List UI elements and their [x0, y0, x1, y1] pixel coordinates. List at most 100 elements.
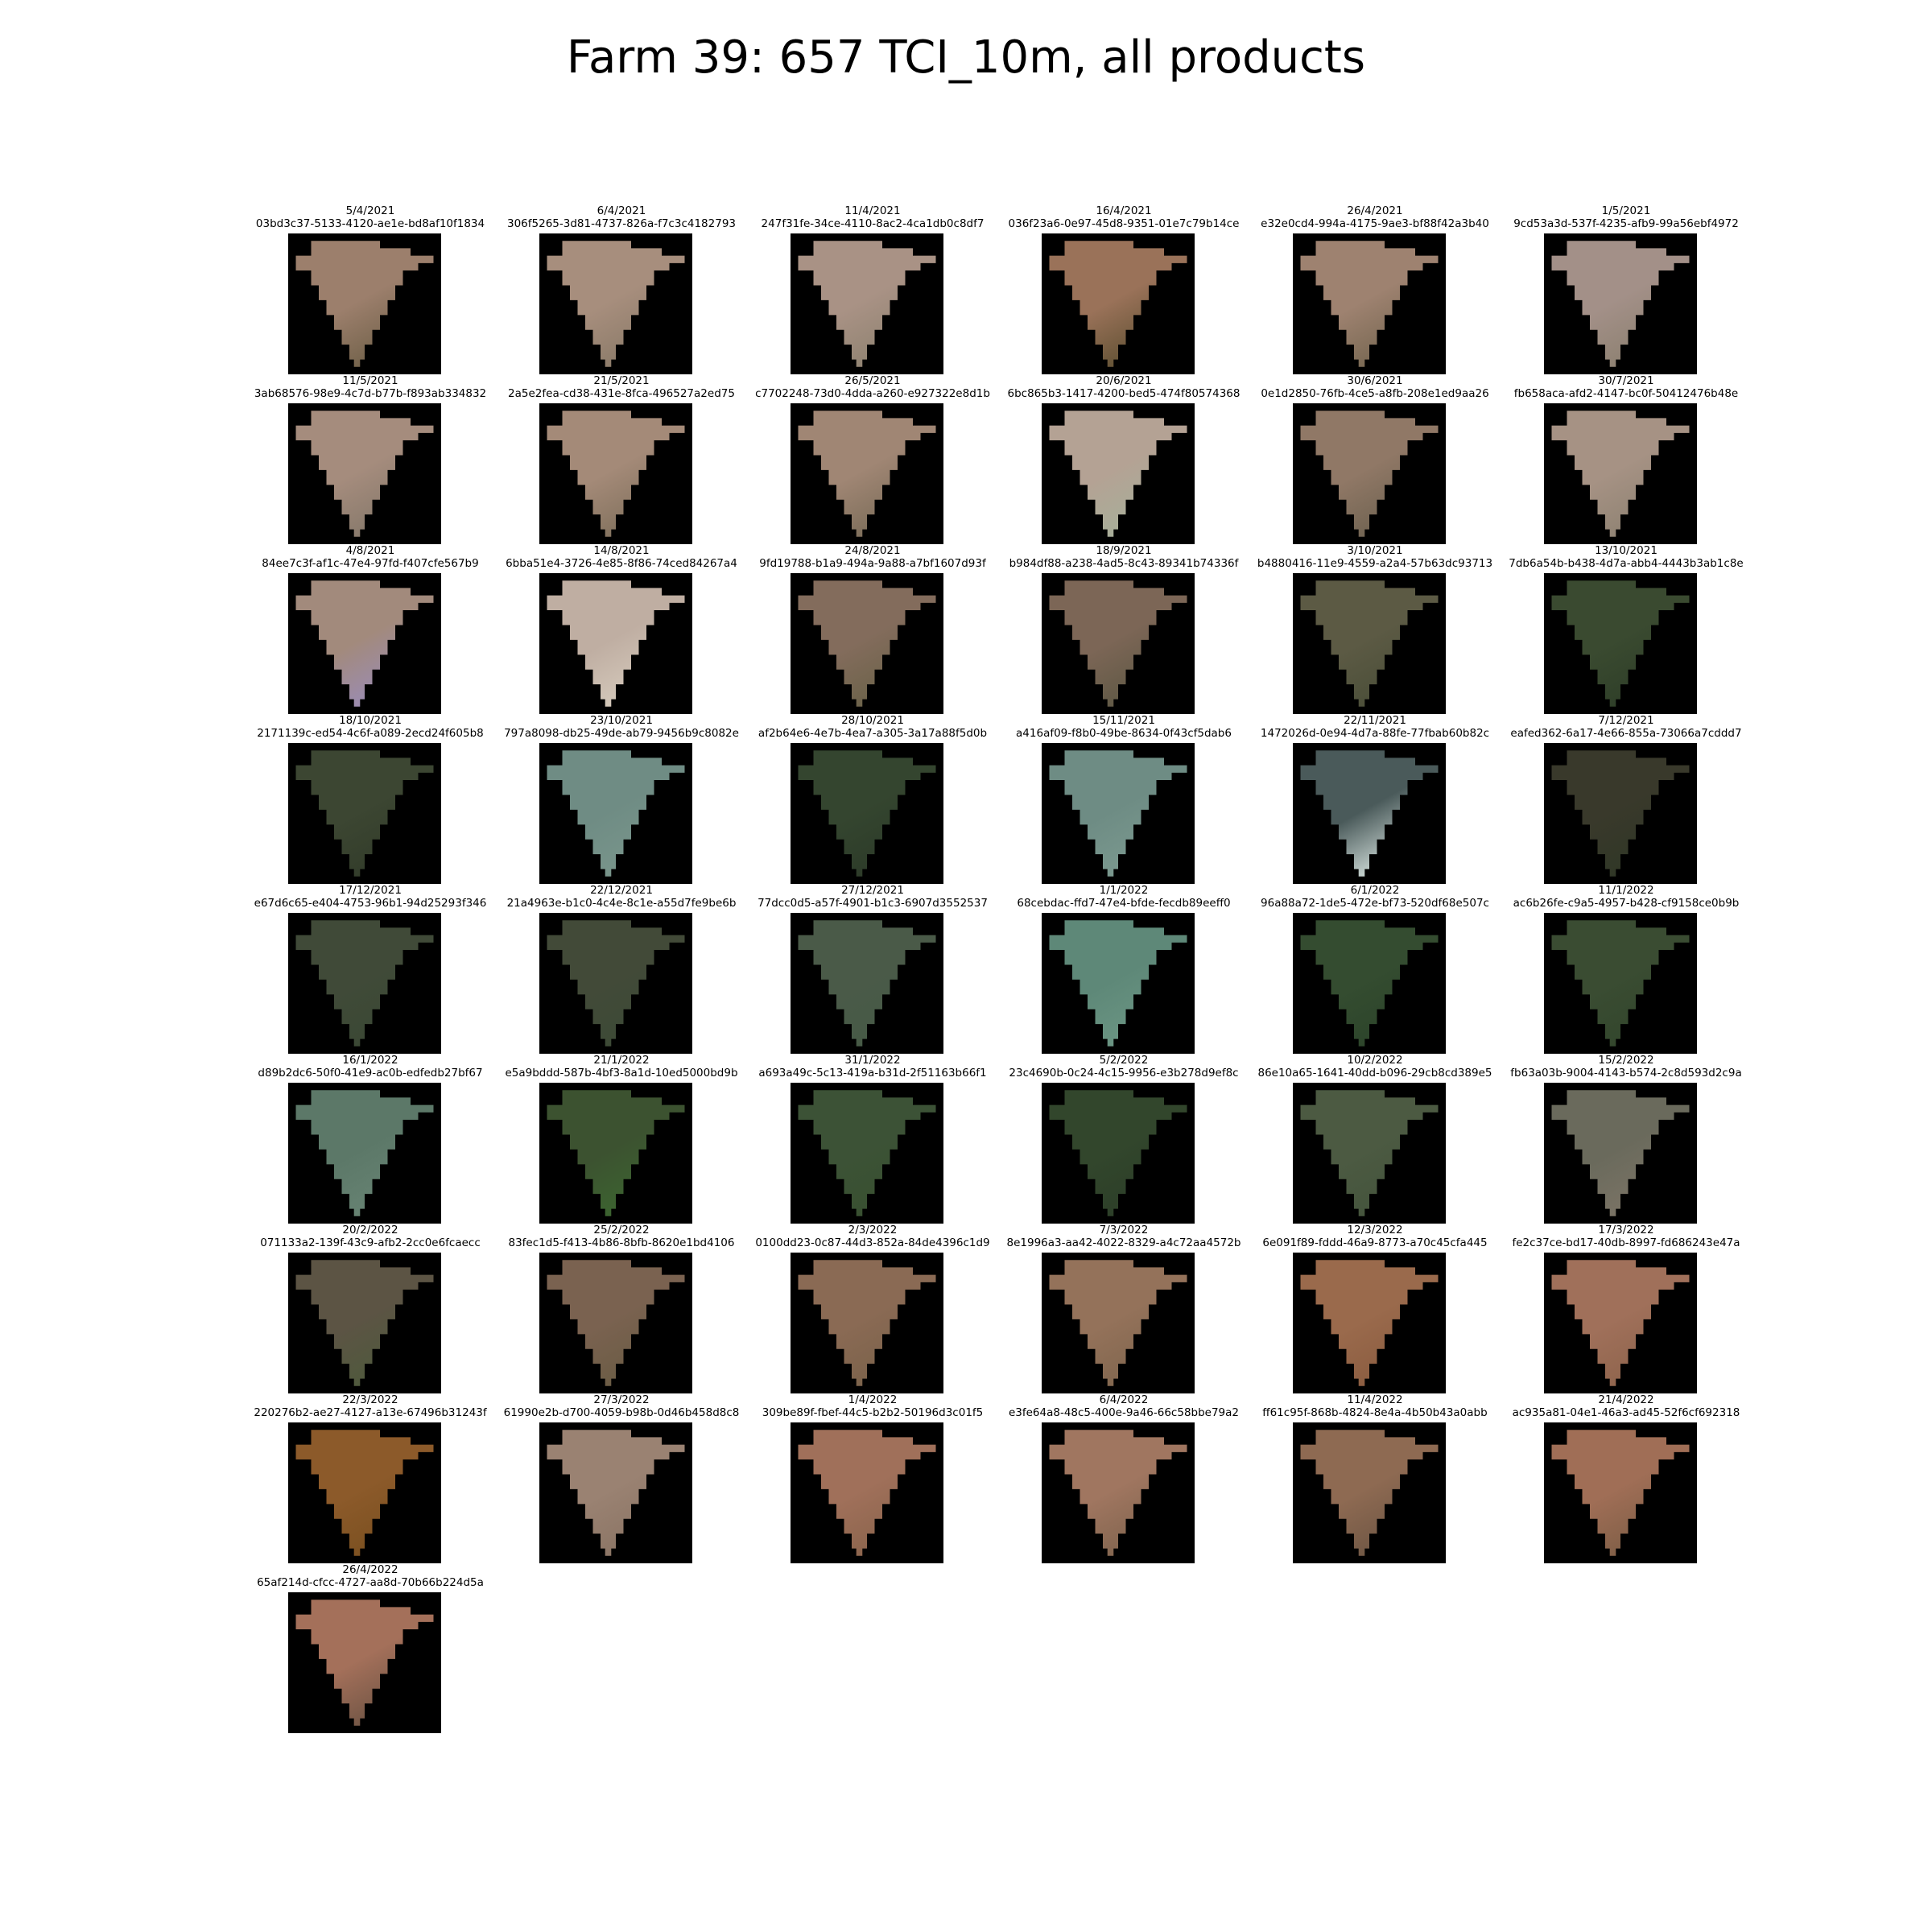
tci-image-svg: [1293, 1083, 1446, 1224]
product-id: e3fe64a8-48c5-400e-9a46-66c58bbe79a2: [1008, 1406, 1240, 1419]
product-date: 22/11/2021: [1344, 714, 1406, 727]
field-polygon: [1551, 1430, 1690, 1556]
product-thumbnail: 11/4/2021 247f31fe-34ce-4110-8ac2-4ca1db0…: [752, 204, 993, 374]
tci-image: [539, 743, 692, 884]
tci-image: [1042, 233, 1195, 374]
product-id: 3ab68576-98e9-4c7d-b77b-f893ab334832: [254, 387, 487, 400]
product-id: 21a4963e-b1c0-4c4e-8c1e-a55d7fe9be6b: [506, 897, 737, 910]
tci-image-svg: [288, 743, 441, 884]
field-polygon: [1551, 1090, 1690, 1216]
field-polygon: [1300, 750, 1439, 877]
product-id: 9cd53a3d-537f-4235-afb9-99a56ebf4972: [1513, 217, 1739, 230]
product-thumbnail: 6/1/2022 96a88a72-1de5-472e-bf73-520df68e…: [1254, 884, 1496, 1054]
tci-image-svg: [1544, 1083, 1697, 1224]
tci-image: [539, 403, 692, 544]
tci-image-svg: [1293, 1422, 1446, 1563]
product-date: 11/1/2022: [1598, 884, 1654, 897]
tci-image: [539, 1422, 692, 1563]
product-id: c7702248-73d0-4dda-a260-e927322e8d1b: [755, 387, 990, 400]
field-polygon: [1300, 1430, 1439, 1556]
product-thumbnail: 21/4/2022 ac935a81-04e1-46a3-ad45-52f6cf6…: [1505, 1393, 1747, 1563]
tci-image-svg: [539, 743, 692, 884]
field-polygon: [1049, 580, 1187, 707]
tci-image-svg: [1293, 403, 1446, 544]
product-id: b4880416-11e9-4559-a2a4-57b63dc93713: [1257, 557, 1493, 570]
field-polygon: [1049, 411, 1187, 537]
tci-image: [1042, 403, 1195, 544]
tci-image-svg: [1293, 913, 1446, 1054]
product-thumbnail: 1/5/2021 9cd53a3d-537f-4235-afb9-99a56ebf…: [1505, 204, 1747, 374]
product-id: 2171139c-ed54-4c6f-a089-2ecd24f605b8: [257, 727, 484, 740]
tci-image: [1293, 1253, 1446, 1393]
tci-image-svg: [539, 1083, 692, 1224]
product-thumbnail: 5/2/2022 23c4690b-0c24-4c15-9956-e3b278d9…: [1003, 1054, 1245, 1224]
tci-image: [1042, 1253, 1195, 1393]
tci-image-svg: [1042, 573, 1195, 714]
tci-image-svg: [288, 1253, 441, 1393]
product-date: 14/8/2021: [593, 544, 650, 557]
field-polygon: [1300, 920, 1439, 1046]
tci-image: [288, 403, 441, 544]
tci-image-svg: [1544, 1422, 1697, 1563]
product-thumbnail: 22/11/2021 1472026d-0e94-4d7a-88fe-77fbab…: [1254, 714, 1496, 884]
product-date: 20/6/2021: [1096, 374, 1152, 387]
tci-image: [1544, 743, 1697, 884]
tci-image: [791, 1083, 943, 1224]
product-id: 84ee7c3f-af1c-47e4-97fd-f407cfe567b9: [262, 557, 479, 570]
product-id: 9fd19788-b1a9-494a-9a88-a7bf1607d93f: [759, 557, 986, 570]
product-date: 6/4/2021: [597, 204, 646, 217]
product-id: 6bc865b3-1417-4200-bed5-474f80574368: [1007, 387, 1241, 400]
tci-image-svg: [288, 913, 441, 1054]
product-id: 1472026d-0e94-4d7a-88fe-77fbab60b82c: [1260, 727, 1490, 740]
product-date: 6/1/2022: [1350, 884, 1400, 897]
tci-image-svg: [1042, 913, 1195, 1054]
tci-image-svg: [288, 573, 441, 714]
product-thumbnail: 6/4/2022 e3fe64a8-48c5-400e-9a46-66c58bbe…: [1003, 1393, 1245, 1563]
tci-image: [539, 1253, 692, 1393]
product-thumbnail: 27/3/2022 61990e2b-d700-4059-b98b-0d46b45…: [501, 1393, 742, 1563]
product-date: 22/3/2022: [342, 1393, 398, 1406]
product-id: fb658aca-afd2-4147-bc0f-50412476b48e: [1513, 387, 1739, 400]
tci-image-svg: [791, 913, 943, 1054]
tci-image: [1544, 1422, 1697, 1563]
product-thumbnail: 31/1/2022 a693a49c-5c13-419a-b31d-2f51163…: [752, 1054, 993, 1224]
field-polygon: [295, 1090, 434, 1216]
tci-image: [791, 233, 943, 374]
product-date: 16/1/2022: [342, 1054, 398, 1067]
product-thumbnail: 27/12/2021 77dcc0d5-a57f-4901-b1c3-6907d3…: [752, 884, 993, 1054]
tci-image-svg: [539, 403, 692, 544]
field-polygon: [547, 1090, 685, 1216]
product-id: eafed362-6a17-4e66-855a-73066a7cddd7: [1510, 727, 1742, 740]
product-date: 11/5/2021: [342, 374, 398, 387]
product-thumbnail: 20/6/2021 6bc865b3-1417-4200-bed5-474f805…: [1003, 374, 1245, 544]
product-id: fe2c37ce-bd17-40db-8997-fd686243e47a: [1512, 1236, 1740, 1249]
product-id: 68cebdac-ffd7-47e4-bfde-fecdb89eeff0: [1017, 897, 1231, 910]
field-polygon: [547, 750, 685, 877]
product-id: 247f31fe-34ce-4110-8ac2-4ca1db0c8df7: [761, 217, 985, 230]
tci-image-svg: [1544, 403, 1697, 544]
field-polygon: [798, 1430, 936, 1556]
product-thumbnail: 24/8/2021 9fd19788-b1a9-494a-9a88-a7bf160…: [752, 544, 993, 714]
field-polygon: [1049, 1090, 1187, 1216]
product-id: ac935a81-04e1-46a3-ad45-52f6cf692318: [1512, 1406, 1740, 1419]
product-date: 11/4/2021: [844, 204, 901, 217]
product-date: 26/5/2021: [844, 374, 901, 387]
product-thumbnail: 1/1/2022 68cebdac-ffd7-47e4-bfde-fecdb89e…: [1003, 884, 1245, 1054]
product-date: 17/3/2022: [1598, 1224, 1654, 1236]
tci-image: [1293, 573, 1446, 714]
product-id: 61990e2b-d700-4059-b98b-0d46b458d8c8: [503, 1406, 740, 1419]
tci-image: [288, 1592, 441, 1733]
product-thumbnail: 30/7/2021 fb658aca-afd2-4147-bc0f-5041247…: [1505, 374, 1747, 544]
field-polygon: [1049, 241, 1187, 367]
product-date: 13/10/2021: [1595, 544, 1657, 557]
tci-image-svg: [791, 1083, 943, 1224]
tci-image: [1293, 403, 1446, 544]
product-date: 2/3/2022: [848, 1224, 898, 1236]
product-id: 03bd3c37-5133-4120-ae1e-bd8af10f1834: [255, 217, 485, 230]
product-thumbnail: 23/10/2021 797a8098-db25-49de-ab79-9456b9…: [501, 714, 742, 884]
product-id: 309be89f-fbef-44c5-b2b2-50196d3c01f5: [762, 1406, 984, 1419]
product-id: d89b2dc6-50f0-41e9-ac0b-edfedb27bf67: [258, 1067, 483, 1080]
tci-image-svg: [1293, 743, 1446, 884]
field-polygon: [1300, 580, 1439, 707]
field-polygon: [1300, 1090, 1439, 1216]
